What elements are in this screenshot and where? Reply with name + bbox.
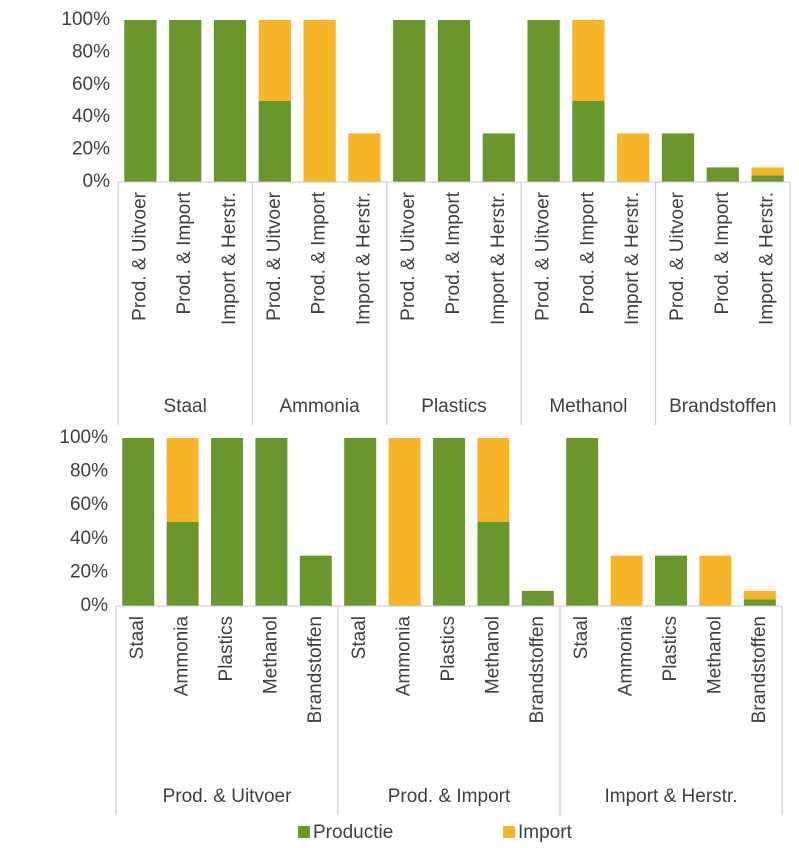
legend-swatch xyxy=(503,826,515,838)
bar-segment xyxy=(388,438,421,606)
bar-segment xyxy=(617,133,650,182)
bar-segment xyxy=(303,20,336,182)
y-tick-label: 60% xyxy=(70,494,108,515)
x-tick-label: Prod. & Import xyxy=(712,191,733,314)
bar-segment xyxy=(437,20,471,182)
bar-segment xyxy=(751,167,784,176)
x-tick-label: Import & Herstr. xyxy=(757,192,778,325)
x-tick-label: Prod. & Import xyxy=(443,191,464,314)
x-tick-label: Prod. & Uitvoer xyxy=(264,191,285,320)
bar-segment xyxy=(661,133,695,182)
y-tick-label: 20% xyxy=(72,139,110,160)
x-tick-label: Brandstoffen xyxy=(527,616,548,723)
bar-segment xyxy=(299,555,332,606)
x-tick-label: Methanol xyxy=(482,616,503,694)
x-tick-label: Ammonia xyxy=(172,616,193,697)
group-label: Ammonia xyxy=(279,396,360,417)
legend-label: Import xyxy=(518,822,573,843)
bar-segment xyxy=(699,555,732,606)
x-tick-label: Import & Herstr. xyxy=(488,192,509,325)
x-tick-label: Plastics xyxy=(660,616,681,681)
y-tick-label: 0% xyxy=(81,595,109,616)
bar-segment xyxy=(166,438,199,522)
group-label: Plastics xyxy=(421,396,486,417)
bar-segment xyxy=(477,522,510,606)
bar-segment xyxy=(344,438,377,606)
x-tick-label: Methanol xyxy=(260,616,281,694)
x-tick-label: Staal xyxy=(571,616,592,659)
bar-segment xyxy=(124,20,157,182)
bar-segment xyxy=(169,20,202,182)
bar-segment xyxy=(258,101,291,182)
bar-segment xyxy=(572,20,605,101)
x-tick-label: Staal xyxy=(127,616,148,659)
y-tick-label: 20% xyxy=(70,561,108,582)
y-tick-label: 40% xyxy=(70,528,108,549)
x-tick-label: Import & Herstr. xyxy=(219,192,240,325)
x-tick-label: Import & Herstr. xyxy=(622,192,643,325)
x-tick-label: Plastics xyxy=(216,616,237,681)
x-tick-label: Prod. & Uitvoer xyxy=(667,191,688,320)
x-tick-label: Plastics xyxy=(438,616,459,681)
bar-segment xyxy=(433,438,465,606)
x-tick-label: Staal xyxy=(349,616,370,659)
bar-segment xyxy=(348,133,381,182)
x-tick-label: Prod. & Uitvoer xyxy=(398,191,419,320)
x-tick-label: Prod. & Import xyxy=(309,191,330,314)
group-label: Brandstoffen xyxy=(669,396,776,417)
bar-segment xyxy=(743,590,776,600)
x-tick-label: Prod. & Import xyxy=(577,191,598,314)
x-tick-label: Prod. & Uitvoer xyxy=(129,191,150,320)
y-tick-label: 40% xyxy=(72,106,110,127)
y-tick-label: 100% xyxy=(61,9,110,30)
bar-segment xyxy=(122,438,155,606)
bar-segment xyxy=(521,590,554,606)
legend-swatch xyxy=(298,826,310,838)
group-label: Methanol xyxy=(549,396,627,417)
group-label: Prod. & Uitvoer xyxy=(163,786,292,807)
bar-segment xyxy=(610,555,643,606)
x-tick-label: Methanol xyxy=(704,616,725,694)
bar-segment xyxy=(482,133,515,182)
y-tick-label: 60% xyxy=(72,74,110,95)
group-label: Staal xyxy=(164,396,207,417)
y-tick-label: 80% xyxy=(70,461,108,482)
bar-segment xyxy=(213,20,247,182)
group-label: Prod. & Import xyxy=(388,786,511,807)
bar-segment xyxy=(211,438,243,606)
x-tick-label: Import & Herstr. xyxy=(353,192,374,325)
bar-segment xyxy=(258,20,291,101)
x-tick-label: Brandstoffen xyxy=(749,616,770,723)
bar-segment xyxy=(572,101,605,182)
legend-label: Productie xyxy=(313,822,393,843)
bar-segment xyxy=(655,555,687,606)
group-label: Import & Herstr. xyxy=(604,786,737,807)
x-tick-label: Ammonia xyxy=(616,616,637,697)
bar-segment xyxy=(166,522,199,606)
y-tick-label: 80% xyxy=(72,41,110,62)
bar-segment xyxy=(477,438,510,522)
bar-segment xyxy=(743,599,776,606)
bar-segment xyxy=(527,20,560,182)
bar-segment xyxy=(751,175,784,182)
bar-segment xyxy=(706,167,739,182)
y-tick-label: 100% xyxy=(59,427,108,448)
x-tick-label: Ammonia xyxy=(394,616,415,697)
y-tick-label: 0% xyxy=(83,171,111,192)
x-tick-label: Brandstoffen xyxy=(305,616,326,723)
x-tick-label: Prod. & Uitvoer xyxy=(533,191,554,320)
x-tick-label: Prod. & Import xyxy=(174,191,195,314)
bar-segment xyxy=(566,438,599,606)
bar-segment xyxy=(393,20,426,182)
bar-segment xyxy=(255,438,288,606)
